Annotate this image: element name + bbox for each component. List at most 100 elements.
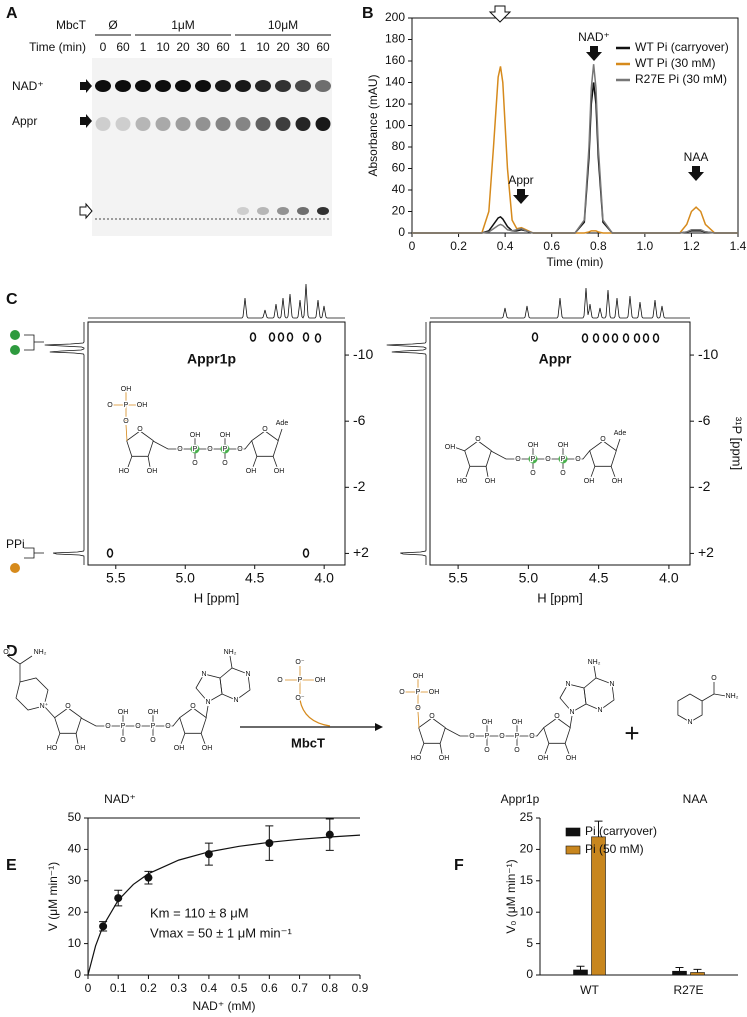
appr-spot [135, 117, 151, 131]
atom-label: OH [147, 468, 158, 475]
bond [465, 465, 471, 478]
bond [180, 732, 186, 745]
nad-spot [275, 80, 291, 92]
atom-label: O [222, 460, 228, 467]
spectrum-frame [87, 321, 346, 566]
atom-label: OH [274, 468, 285, 475]
error-bar [675, 966, 684, 972]
bond [490, 450, 591, 460]
p-highlight [190, 444, 200, 454]
bracket [24, 334, 44, 351]
atom-label: O [415, 705, 421, 712]
atom-label: N [687, 719, 692, 726]
ribose-ring [126, 430, 154, 457]
cross-peak [611, 333, 619, 343]
bond [43, 705, 56, 719]
lane-label: 1 [240, 40, 247, 54]
enzyme-label: MbcT [56, 18, 87, 32]
nad-spot [235, 80, 251, 92]
panel-letter: B [362, 5, 374, 22]
atom-label: NH₂ [224, 649, 237, 656]
error-bar [576, 965, 585, 970]
atom-label: OH [538, 755, 549, 762]
nad-spot [295, 80, 311, 92]
y-tick-label: 5 [526, 936, 533, 950]
bond [590, 465, 596, 478]
panel-letter: A [6, 5, 18, 22]
lane-label: 60 [316, 40, 330, 54]
x-axis-label: NAD⁺ (mM) [193, 999, 256, 1013]
y-tick-label: -10 [353, 346, 373, 362]
cross-peak [286, 332, 294, 342]
panel-letter: C [6, 291, 18, 308]
x-tick-label: R27E [673, 983, 703, 997]
bond [80, 717, 181, 727]
atom-label: P [515, 733, 520, 740]
y-tick-label: 10 [520, 904, 534, 918]
x-tick-label: 5.5 [106, 570, 126, 586]
x-tick-label: 1.0 [637, 239, 654, 253]
x-tick-label: 0.3 [170, 981, 187, 995]
atom-label: O [600, 436, 606, 443]
cross-peak [581, 333, 589, 343]
legend-label: Pi (carryover) [585, 824, 657, 838]
lane-label: 0 [100, 40, 107, 54]
bond [272, 455, 278, 468]
p-projection [386, 322, 427, 565]
data-point [204, 850, 213, 859]
y-tick-label: 15 [520, 873, 534, 887]
series-line [412, 64, 738, 234]
y-axis-label: Absorbance (mAU) [366, 74, 380, 176]
origin-spot [237, 207, 249, 215]
bracket [24, 547, 44, 559]
appr-spot [295, 117, 311, 131]
cross-peak [602, 333, 610, 343]
atom-label: OH [148, 709, 159, 716]
atom-label: P [561, 456, 566, 463]
cross-peak [314, 333, 322, 343]
x-tick-label: WT [580, 983, 599, 997]
atom-label: O [165, 723, 171, 730]
x-tick-label: 4.0 [659, 570, 679, 586]
bond [713, 693, 727, 697]
nad-spot [155, 80, 171, 92]
atom-label: Ade [276, 420, 289, 427]
atom-label: O [237, 446, 243, 453]
peak-arrow [488, 5, 512, 23]
y-tick-label: 180 [385, 32, 405, 46]
nad-spot [215, 80, 231, 92]
y-tick-label: 80 [392, 139, 406, 153]
atom-label: O [207, 446, 213, 453]
x-tick-label: 0.7 [291, 981, 308, 995]
h-projection [88, 283, 345, 319]
legend-label: WT Pi (carryover) [635, 40, 729, 54]
cross-peak [531, 332, 539, 342]
lane-label: 20 [276, 40, 290, 54]
atom-label: O [469, 733, 475, 740]
x-axis-label: Time (min) [547, 255, 604, 269]
lane-label: 10 [156, 40, 170, 54]
atom-label: O [499, 733, 505, 740]
bond [205, 705, 209, 719]
adenine-ring [559, 683, 587, 713]
cross-peak [622, 333, 630, 343]
y-tick-label: 50 [68, 810, 82, 824]
atom-label: P [485, 733, 490, 740]
atom-label: HO [411, 755, 422, 762]
legend-swatch [565, 845, 581, 855]
peak-annotation: NAD⁺ [578, 30, 610, 44]
panel-letter: E [6, 857, 17, 874]
atom-label: N [597, 707, 602, 714]
fit-annotation: Vmax = 50 ± 1 μM min⁻¹ [150, 925, 292, 940]
bond [147, 455, 151, 468]
data-point [114, 894, 123, 903]
atom-label: OH [558, 442, 569, 449]
nad-spot [255, 80, 271, 92]
x-tick-label: 0.6 [261, 981, 278, 995]
x-tick-label: 0.5 [231, 981, 248, 995]
x-tick-label: 1.2 [683, 239, 700, 253]
p-marker [10, 345, 20, 355]
appr-spot [215, 117, 231, 131]
atom-label: O [475, 436, 481, 443]
